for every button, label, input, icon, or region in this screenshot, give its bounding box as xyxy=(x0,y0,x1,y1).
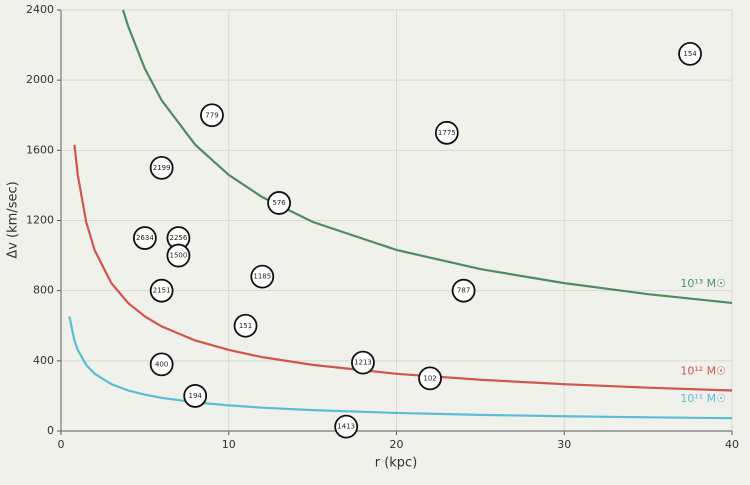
point xyxy=(334,414,359,439)
point xyxy=(166,243,191,268)
curve xyxy=(122,9,733,305)
point xyxy=(233,313,258,338)
point-label: 194 xyxy=(189,392,203,400)
point xyxy=(267,191,291,215)
point xyxy=(183,384,208,408)
y-tick-label: 800 xyxy=(33,284,54,297)
y-axis-label: Δv (km/sec) xyxy=(6,181,21,258)
point-label: 1500 xyxy=(170,252,188,260)
curve xyxy=(68,316,733,420)
point-label: 400 xyxy=(155,360,168,368)
point-label: 1775 xyxy=(438,129,456,137)
curve-label: 10¹¹ M☉ xyxy=(680,392,726,405)
point-label: 1185 xyxy=(253,273,271,281)
x-axis-label: r (kpc) xyxy=(375,456,418,471)
point xyxy=(434,120,459,145)
point-label: 1413 xyxy=(337,423,355,431)
point-label: 787 xyxy=(457,287,470,295)
point xyxy=(418,366,442,391)
point-label: 1213 xyxy=(354,359,372,367)
point xyxy=(149,278,174,303)
y-tick-label: 400 xyxy=(33,354,54,367)
point xyxy=(250,264,275,289)
point xyxy=(149,155,174,180)
point-label: 2151 xyxy=(153,287,171,295)
point xyxy=(678,41,702,66)
point xyxy=(132,226,157,250)
curve-label: 10¹³ M☉ xyxy=(680,277,726,290)
curve-label: 10¹² M☉ xyxy=(680,364,726,377)
y-tick-label: 0 xyxy=(47,424,54,437)
point-label: 779 xyxy=(205,111,218,119)
point-label: 576 xyxy=(272,199,286,207)
y-tick-label: 1600 xyxy=(26,143,54,156)
curve xyxy=(73,144,733,392)
point-label: 102 xyxy=(423,374,436,382)
point-label: 154 xyxy=(683,50,697,58)
point-label: 151 xyxy=(239,322,252,330)
point xyxy=(451,278,476,303)
x-tick-label: 20 xyxy=(390,438,404,451)
y-tick-label: 2400 xyxy=(26,3,54,16)
point xyxy=(200,103,224,128)
x-tick-label: 40 xyxy=(725,438,739,451)
x-tick-label: 0 xyxy=(58,438,65,451)
point-label: 2199 xyxy=(153,164,171,172)
point-label: 2256 xyxy=(170,234,188,242)
point xyxy=(149,352,174,377)
x-tick-label: 30 xyxy=(557,438,571,451)
x-tick-label: 10 xyxy=(222,438,236,451)
point-label: 2634 xyxy=(136,234,154,242)
y-tick-label: 2000 xyxy=(26,73,54,86)
y-tick-label: 1200 xyxy=(26,214,54,227)
point xyxy=(351,350,375,375)
